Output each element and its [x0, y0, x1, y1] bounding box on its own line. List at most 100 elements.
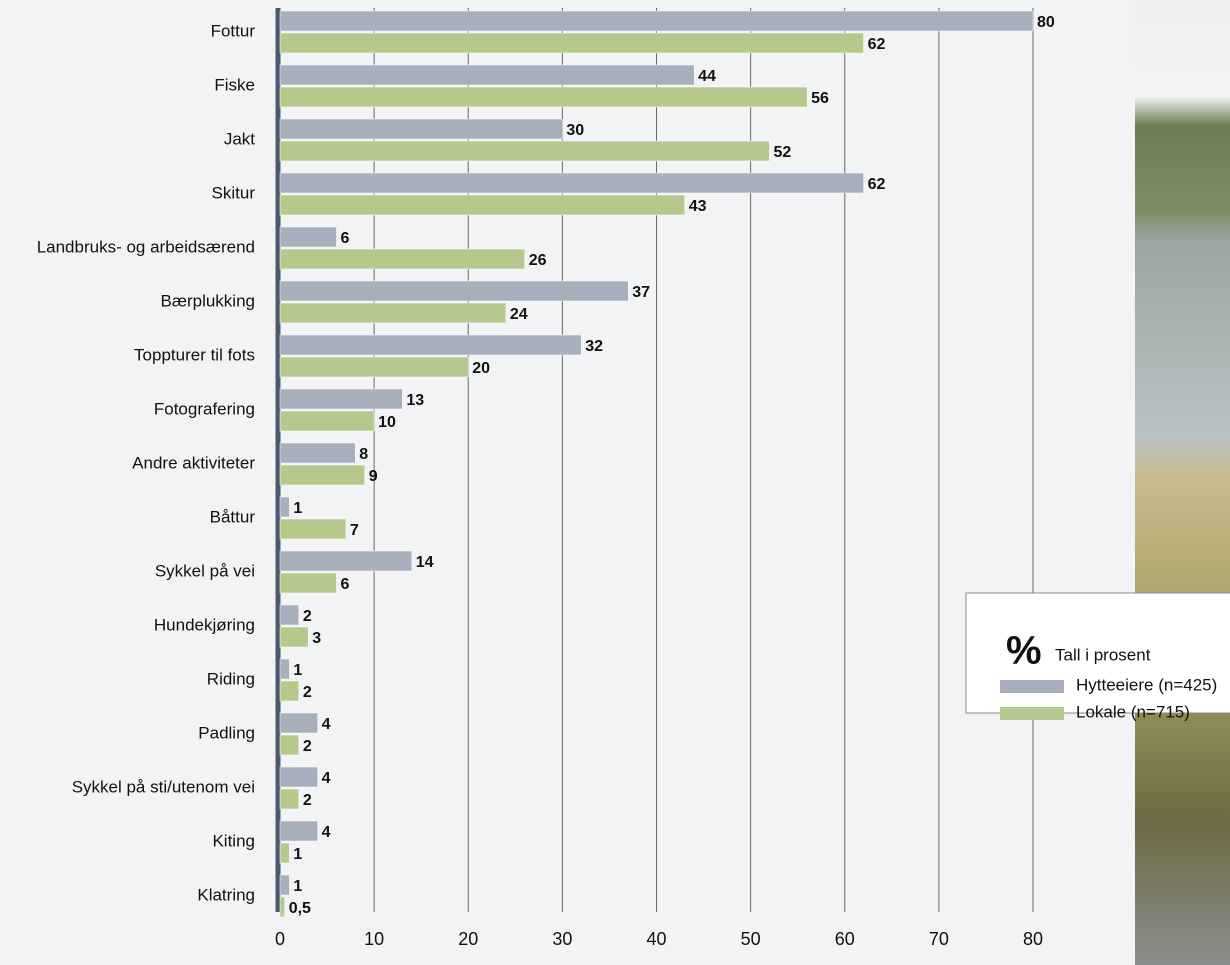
legend-label: Lokale (n=715): [1076, 702, 1190, 721]
value-label: 37: [632, 284, 650, 301]
bar: [279, 496, 290, 518]
x-tick-label: 50: [741, 929, 761, 949]
value-label: 2: [303, 684, 312, 701]
bar: [279, 64, 695, 86]
value-label: 26: [529, 252, 547, 269]
bar: [279, 766, 318, 788]
bar: [279, 86, 808, 108]
y-tick-label: Sykkel på vei: [155, 561, 255, 580]
bar: [279, 248, 525, 270]
legend-swatch: [1000, 680, 1064, 693]
unit-symbol: %: [1006, 629, 1042, 673]
value-label: 0,5: [289, 900, 311, 917]
value-label: 30: [566, 122, 584, 139]
value-label: 44: [698, 68, 716, 85]
unit-note: Tall i prosent: [1055, 645, 1151, 664]
bar: [279, 626, 309, 648]
bar: [279, 842, 290, 864]
value-label: 6: [340, 576, 349, 593]
value-label: 3: [312, 630, 321, 647]
value-label: 62: [868, 176, 886, 193]
bar: [279, 658, 290, 680]
y-tick-label: Båttur: [210, 507, 256, 526]
bar: [279, 874, 290, 896]
y-tick-label: Klatring: [197, 885, 255, 904]
bar: [279, 550, 413, 572]
y-tick-label: Fiske: [214, 75, 255, 94]
bar: [279, 410, 375, 432]
value-label: 56: [811, 90, 829, 107]
bar: [279, 820, 318, 842]
y-tick-label: Fotografering: [154, 399, 255, 418]
bar: [279, 896, 285, 918]
y-tick-label: Padling: [198, 723, 255, 742]
bar: [279, 226, 337, 248]
bar: [279, 734, 300, 756]
bar: [279, 140, 770, 162]
value-label: 2: [303, 608, 312, 625]
legend-swatch: [1000, 707, 1064, 720]
y-tick-label: Jakt: [224, 129, 255, 148]
value-label: 10: [378, 414, 396, 431]
bar: [279, 442, 356, 464]
bar: [279, 604, 300, 626]
value-label: 1: [293, 846, 302, 863]
bar: [279, 356, 469, 378]
value-label: 1: [293, 500, 302, 517]
bar: [279, 302, 507, 324]
value-label: 1: [293, 878, 302, 895]
y-tick-label: Toppturer til fots: [134, 345, 255, 364]
bar: [279, 172, 864, 194]
bar: [279, 334, 582, 356]
bar: [279, 572, 337, 594]
bar: [279, 280, 629, 302]
value-label: 9: [369, 468, 378, 485]
value-label: 13: [406, 392, 424, 409]
y-tick-label: Fottur: [211, 21, 256, 40]
value-label: 2: [303, 792, 312, 809]
value-label: 4: [322, 716, 331, 733]
y-tick-label: Sykkel på sti/utenom vei: [72, 777, 255, 796]
value-label: 24: [510, 306, 528, 323]
value-label: 7: [350, 522, 359, 539]
value-label: 20: [472, 360, 490, 377]
value-label: 6: [340, 230, 349, 247]
bar: [279, 464, 365, 486]
y-tick-label: Kiting: [212, 831, 255, 850]
x-tick-label: 40: [646, 929, 666, 949]
bar: [279, 388, 403, 410]
legend-label: Hytteeiere (n=425): [1076, 675, 1217, 694]
bar: [279, 118, 563, 140]
bar: [279, 10, 1034, 32]
x-tick-label: 30: [552, 929, 572, 949]
bar: [279, 712, 318, 734]
value-label: 62: [868, 36, 886, 53]
value-label: 4: [322, 824, 331, 841]
y-tick-label: Skitur: [212, 183, 256, 202]
value-label: 8: [359, 446, 368, 463]
value-label: 2: [303, 738, 312, 755]
bar: [279, 32, 864, 54]
y-tick-label: Andre aktiviteter: [132, 453, 255, 472]
x-tick-label: 10: [364, 929, 384, 949]
value-label: 1: [293, 662, 302, 679]
bar: [279, 518, 347, 540]
x-tick-label: 80: [1023, 929, 1043, 949]
value-label: 14: [416, 554, 434, 571]
value-label: 4: [322, 770, 331, 787]
x-tick-label: 60: [835, 929, 855, 949]
bar: [279, 680, 300, 702]
x-tick-label: 20: [458, 929, 478, 949]
x-tick-label: 70: [929, 929, 949, 949]
x-tick-label: 0: [275, 929, 285, 949]
value-label: 43: [689, 198, 707, 215]
bar: [279, 194, 685, 216]
y-tick-label: Landbruks- og arbeidsærend: [37, 237, 255, 256]
background-photo: [1135, 0, 1230, 965]
value-label: 32: [585, 338, 603, 355]
y-tick-label: Bærplukking: [161, 291, 256, 310]
y-tick-label: Riding: [207, 669, 255, 688]
bar: [279, 788, 300, 810]
value-label: 80: [1037, 14, 1055, 31]
